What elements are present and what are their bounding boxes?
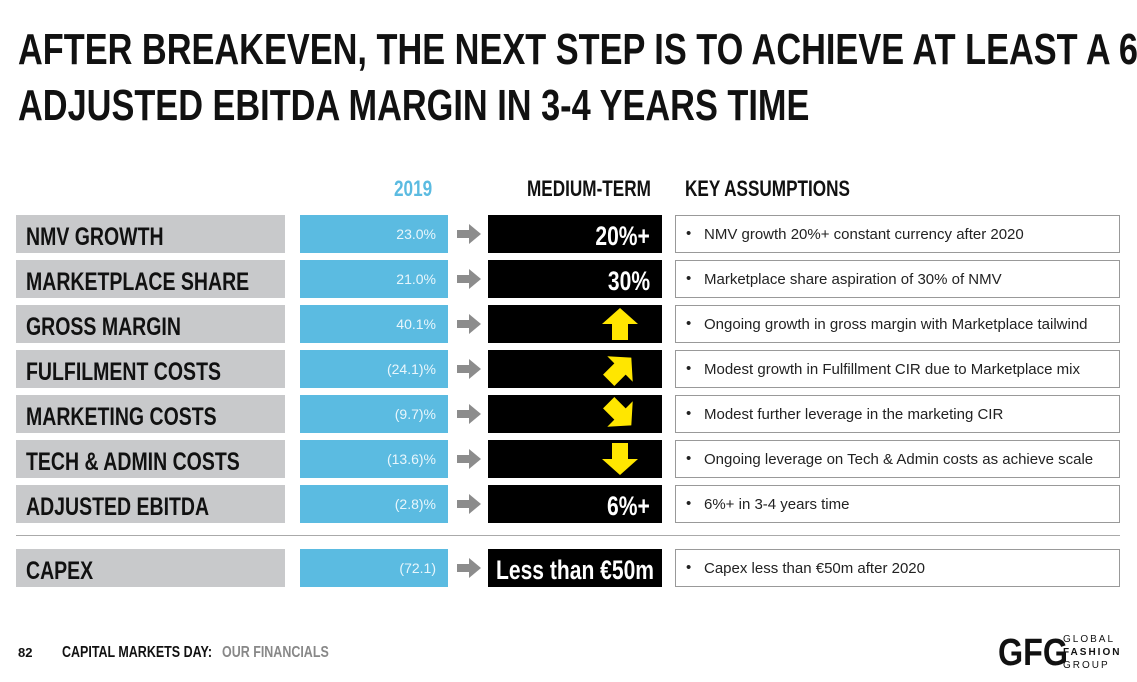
medium-term-text: 20%+ [595,221,650,251]
icon-shape [457,224,481,244]
logo-text: GLOBAL FASHION GROUP [1063,633,1121,672]
icon [603,397,633,427]
medium-term [488,395,662,433]
row-label: FULFILMENT COSTS [16,350,285,388]
column-header-text: KEY ASSUMPTIONS [685,176,850,201]
row-label: ADJUSTED EBITDA [16,485,285,523]
logo-mark-text: GFG [998,632,1068,674]
key-assumption: Marketplace share aspiration of 30% of N… [675,260,1120,298]
row-label: NMV GROWTH [16,215,285,253]
logo-line: FASHION [1063,647,1122,658]
key-assumption: Modest further leverage in the marketing… [675,395,1120,433]
icon-shape [602,308,638,340]
medium-term: 6%+ [488,485,662,523]
icon [457,558,481,578]
icon [457,449,481,469]
icon-shape [457,404,481,424]
row-label: GROSS MARGIN [16,305,285,343]
icon-shape [602,443,638,475]
logo-line: GROUP [1063,660,1110,671]
icon-shape [457,269,481,289]
key-assumption: Ongoing growth in gross margin with Mark… [675,305,1120,343]
row-label: TECH & ADMIN COSTS [16,440,285,478]
row-label-text: MARKETING COSTS [26,403,217,431]
column-header: KEY ASSUMPTIONS [685,176,896,202]
icon [603,356,633,386]
row-label: MARKETING COSTS [16,395,285,433]
icon [457,224,481,244]
key-assumption: Capex less than €50m after 2020 [675,549,1120,587]
event: CAPITAL MARKETS DAY: [62,644,213,661]
icon-shape [457,494,481,514]
value-2019: 40.1% [300,305,448,343]
icon [457,494,481,514]
title-line: AFTER BREAKEVEN, THE NEXT STEP IS TO ACH… [18,25,1137,74]
key-assumption: Ongoing leverage on Tech & Admin costs a… [675,440,1120,478]
row-label-text: CAPEX [26,557,94,585]
value-2019: 21.0% [300,260,448,298]
title: AFTER BREAKEVEN, THE NEXT STEP IS TO ACH… [18,28,1137,72]
row-label-text: GROSS MARGIN [26,313,181,341]
page-number: 82 [18,645,33,660]
row-label-text: FULFILMENT COSTS [26,358,221,386]
icon [602,308,638,340]
icon [457,269,481,289]
value-2019: (9.7)% [300,395,448,433]
column-header: MEDIUM-TERM [527,176,686,202]
icon [457,314,481,334]
medium-term-text: 30% [607,266,650,296]
medium-term: Less than €50m [488,549,662,587]
row-label-text: TECH & ADMIN COSTS [26,448,240,476]
logo-line: GLOBAL [1063,634,1116,645]
row-label-text: MARKETPLACE SHARE [26,268,250,296]
value-2019: 23.0% [300,215,448,253]
column-header-text: MEDIUM-TERM [527,176,651,201]
title: ADJUSTED EBITDA MARGIN IN 3-4 YEARS TIME [18,84,1033,128]
medium-term-text: 6%+ [607,491,650,521]
medium-term: 20%+ [488,215,662,253]
row-label-text: NMV GROWTH [26,223,164,251]
key-assumption: 6%+ in 3-4 years time [675,485,1120,523]
key-assumption: NMV growth 20%+ constant currency after … [675,215,1120,253]
column-header: 2019 [394,176,443,202]
icon-shape [457,359,481,379]
medium-term [488,305,662,343]
icon [602,443,638,475]
icon-shape [603,356,633,386]
row-label: CAPEX [16,549,285,587]
medium-term-text: Less than €50m [496,555,655,585]
icon-shape [457,449,481,469]
icon-shape [603,397,633,427]
section: OUR FINANCIALS [222,644,330,661]
divider [16,535,1120,536]
title-line: ADJUSTED EBITDA MARGIN IN 3-4 YEARS TIME [18,81,810,130]
medium-term [488,440,662,478]
icon [457,359,481,379]
icon-shape [457,314,481,334]
column-header-text: 2019 [394,176,433,201]
icon-shape [457,558,481,578]
medium-term [488,350,662,388]
value-2019: (13.6)% [300,440,448,478]
medium-term: 30% [488,260,662,298]
footer-text: CAPITAL MARKETS DAY: OUR FINANCIALS [62,644,359,662]
key-assumption: Modest growth in Fulfillment CIR due to … [675,350,1120,388]
logo-mark: GFG [998,632,1080,675]
value-2019: (2.8)% [300,485,448,523]
row-label-text: ADJUSTED EBITDA [26,493,210,521]
icon [457,404,481,424]
value-2019: (72.1) [300,549,448,587]
value-2019: (24.1)% [300,350,448,388]
row-label: MARKETPLACE SHARE [16,260,285,298]
